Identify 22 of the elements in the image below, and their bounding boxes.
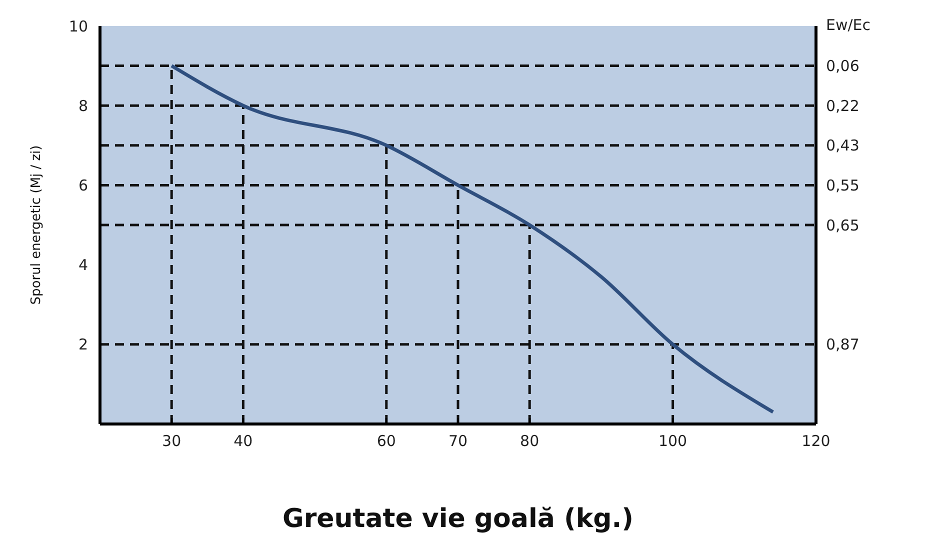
text: 0,06: [826, 57, 860, 76]
text: 0,87: [826, 336, 860, 354]
y-tick-label: 8: [78, 96, 88, 115]
x-tick-label: 120: [802, 432, 830, 450]
y-tick-label: 10: [68, 17, 88, 36]
text: 0,55: [826, 176, 860, 194]
text: 0,65: [826, 216, 860, 234]
text: 0,22: [826, 96, 860, 115]
x-tick-label: 80: [520, 432, 540, 450]
x-tick-label: 100: [658, 432, 688, 450]
y-axis-title: Sporul energetic (Mj / zi): [29, 145, 44, 305]
y-tick-label: 6: [78, 176, 88, 194]
x-tick-label: 70: [448, 432, 468, 450]
x-tick-label: 40: [234, 432, 253, 450]
x-tick-label: 30: [162, 432, 182, 450]
text: 0,43: [826, 136, 860, 155]
x-tick-label: 60: [376, 432, 396, 450]
y-tick-label: 2: [78, 336, 88, 354]
y-tick-label: 4: [78, 256, 88, 274]
x-axis-title: Greutate vie goală (kg.): [282, 504, 634, 534]
line-series: [170, 64, 775, 414]
text: Ew/Ec: [826, 16, 871, 34]
